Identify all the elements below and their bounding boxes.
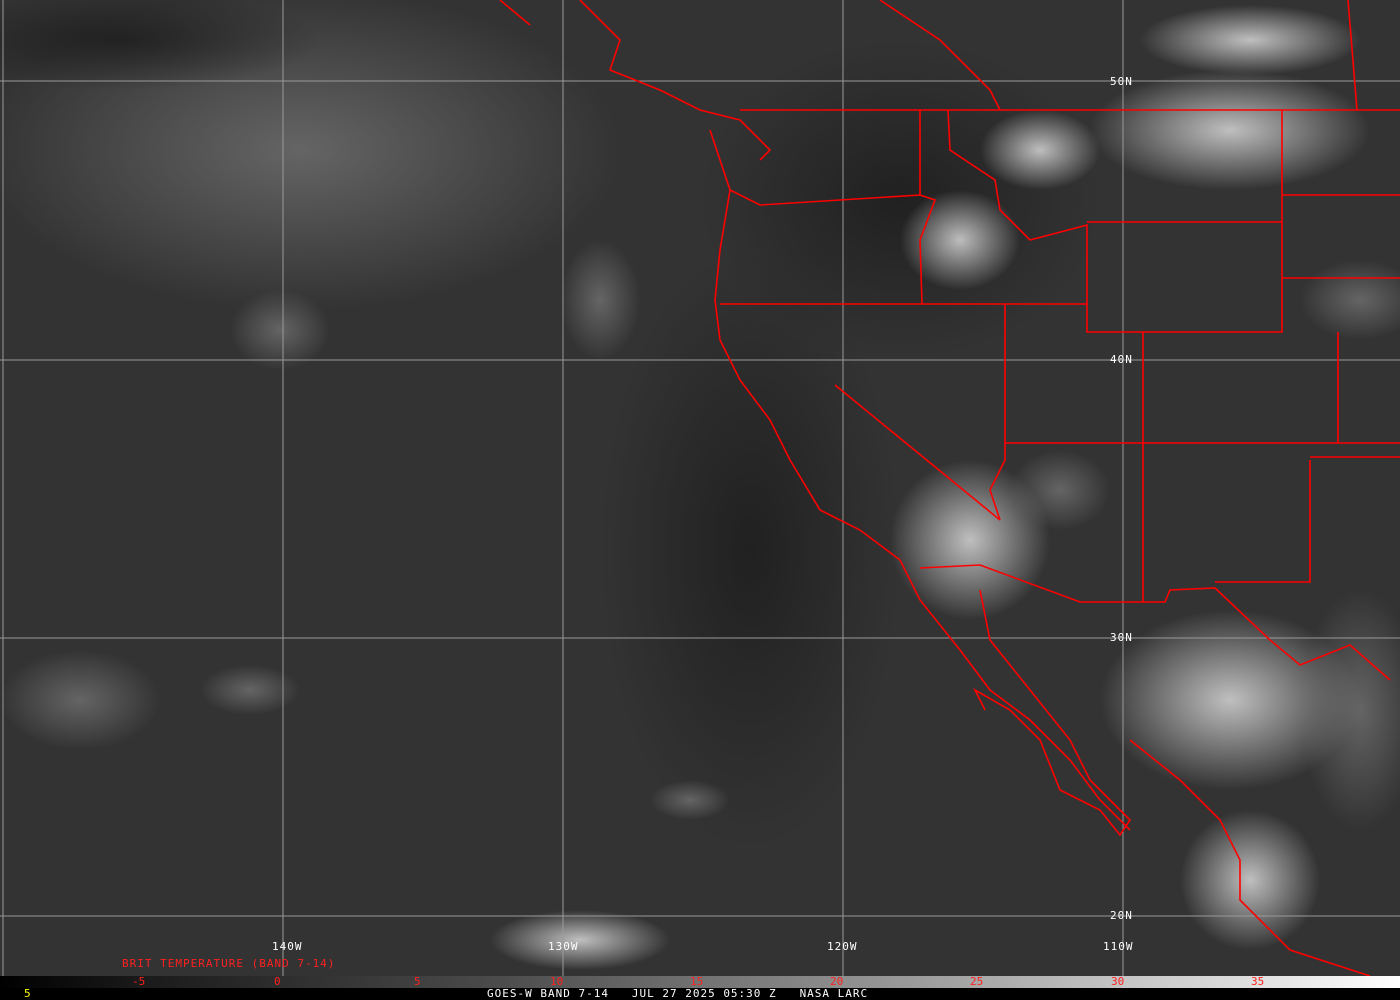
colorbar-tick: -5 <box>132 975 146 988</box>
colorbar-tick: 25 <box>970 975 984 988</box>
colorbar-tick: 15 <box>690 975 704 988</box>
satellite-imagery <box>0 0 1400 976</box>
colorbar-tick: 10 <box>550 975 564 988</box>
corner-value: 5 <box>24 987 31 1000</box>
lat-label-50n: 50N <box>1110 75 1133 88</box>
footer-source: NASA LARC <box>799 987 869 1000</box>
colorbar-tick: 5 <box>414 975 421 988</box>
footer-datetime: JUL 27 2025 05:30 Z <box>631 987 777 1000</box>
lon-label-140w: 140W <box>272 940 303 953</box>
lat-label-40n: 40N <box>1110 353 1133 366</box>
lon-label-130w: 130W <box>548 940 579 953</box>
lat-label-20n: 20N <box>1110 909 1133 922</box>
temperature-colorbar <box>0 976 1400 988</box>
footer-satellite: GOES-W BAND 7-14 <box>487 987 609 1000</box>
lon-label-120w: 120W <box>827 940 858 953</box>
footer-bar <box>0 988 1400 1000</box>
colorbar-tick: 30 <box>1111 975 1125 988</box>
cloud-fields <box>0 0 1400 970</box>
colorbar-tick: 35 <box>1251 975 1265 988</box>
colorbar-tick: 20 <box>830 975 844 988</box>
lat-label-30n: 30N <box>1110 631 1133 644</box>
colorbar-tick: 0 <box>274 975 281 988</box>
lon-label-110w: 110W <box>1103 940 1134 953</box>
footer-info: GOES-W BAND 7-14 JUL 27 2025 05:30 Z NAS… <box>487 987 868 1000</box>
colorbar-title: BRIT TEMPERATURE (BAND 7-14) <box>122 957 336 970</box>
political-boundaries <box>499 0 1400 976</box>
